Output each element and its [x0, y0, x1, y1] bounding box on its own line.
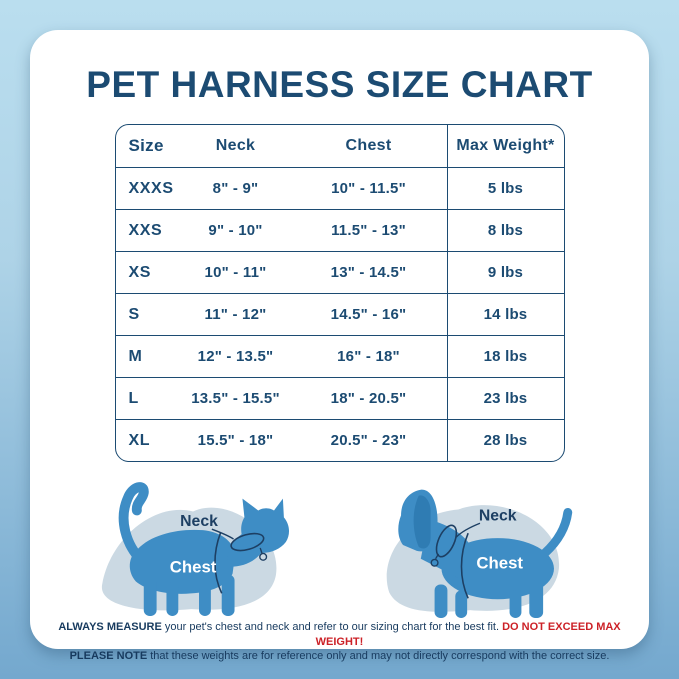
cat-neck-measure-loop: [258, 552, 267, 561]
cell-neck: 8" - 9": [212, 180, 259, 197]
cell-max-weight: 28 lbs: [446, 420, 564, 461]
cat-leg: [143, 576, 157, 617]
cell-chest: 20.5" - 23": [330, 432, 407, 449]
cat-neck-measure-tail: [259, 547, 263, 555]
cat-chest-measure-line: [213, 531, 223, 594]
dog-neck-label-connector: [456, 522, 481, 538]
cat-neck-label: Neck: [180, 513, 218, 530]
cell-chest: 14.5" - 16": [330, 306, 407, 323]
table-row: L 13.5" - 15.5" 18" - 20.5" 23 lbs: [115, 377, 564, 419]
cell-neck: 9" - 10": [208, 222, 263, 239]
cell-max-weight: 18 lbs: [446, 336, 564, 377]
cell-neck: 12" - 13.5": [197, 348, 274, 365]
dog-leg: [529, 580, 544, 618]
cat-chest-label: Chest: [169, 558, 216, 577]
dog-neck-measure-line: [436, 524, 458, 558]
cell-size: XS: [128, 263, 152, 281]
column-header-max-weight: Max Weight*: [446, 125, 564, 167]
cell-max-weight: 8 lbs: [446, 210, 564, 251]
table-row: XXS 9" - 10" 11.5" - 13" 8 lbs: [115, 209, 564, 251]
cat-body: [129, 529, 236, 594]
dog-chest-label: Chest: [477, 554, 524, 573]
dog-neck-label: Neck: [479, 507, 517, 524]
footer-note: ALWAYS MEASURE your pet's chest and neck…: [30, 620, 649, 664]
dog-leg: [455, 590, 468, 618]
cell-chest: 18" - 20.5": [330, 390, 407, 407]
cat-leg: [221, 574, 235, 617]
dog-tail: [540, 507, 573, 558]
dog-neck-measure-tail: [435, 553, 440, 560]
cat-tail: [118, 482, 149, 566]
footer-always-measure: ALWAYS MEASURE: [58, 621, 162, 633]
cell-size: S: [128, 305, 140, 323]
column-header-chest: Chest: [345, 137, 392, 154]
table-row: XL 15.5" - 18" 20.5" - 23" 28 lbs: [115, 419, 564, 461]
cat-leg: [166, 582, 178, 617]
cell-chest: 10" - 11.5": [331, 180, 406, 197]
cell-max-weight: 23 lbs: [446, 378, 564, 419]
cell-chest: 11.5" - 13": [331, 222, 406, 239]
cell-max-weight: 14 lbs: [446, 294, 564, 335]
cat-neck-label-connector: [211, 528, 234, 540]
cell-neck: 11" - 12": [204, 306, 267, 323]
dog-neck-measure-loop: [430, 558, 439, 567]
size-table: Size Neck Chest Max Weight* XXXS 8" - 9"…: [114, 124, 565, 462]
table-row: M 12" - 13.5" 16" - 18" 18 lbs: [115, 335, 564, 377]
dog-leg: [434, 584, 448, 618]
table-row: S 11" - 12" 14.5" - 16" 14 lbs: [115, 293, 564, 335]
table-header-row: Size Neck Chest Max Weight*: [116, 125, 564, 167]
cell-neck: 15.5" - 18": [197, 432, 274, 449]
cat-leg: [198, 582, 211, 617]
dog-illustration: Neck Chest: [387, 489, 573, 618]
cell-max-weight: 5 lbs: [446, 168, 564, 209]
footer-line2-text: that these weights are for reference onl…: [147, 650, 610, 662]
table-row: XXXS 8" - 9" 10" - 11.5" 5 lbs: [115, 167, 564, 209]
cell-chest: 16" - 18": [337, 348, 400, 365]
footer-line1-text: your pet's chest and neck and refer to o…: [161, 621, 503, 633]
cell-size: XXS: [128, 221, 163, 239]
size-chart-card: PET HARNESS SIZE CHART Size Neck Chest M…: [30, 30, 649, 662]
dog-leg: [509, 590, 522, 618]
footer-max-weight-warning: DO NOT EXCEED MAX WEIGHT!: [315, 621, 621, 648]
footer-line-1: ALWAYS MEASURE your pet's chest and neck…: [56, 620, 623, 649]
dog-ear: [413, 495, 431, 549]
measurement-illustrations: Neck Chest Neck Che: [30, 470, 649, 618]
cat-illustration: Neck Chest: [101, 482, 289, 617]
cell-size: XL: [128, 431, 151, 449]
cell-neck: 10" - 11": [204, 264, 267, 281]
dog-chest-measure-line: [461, 532, 470, 599]
cell-neck: 13.5" - 15.5": [191, 390, 280, 407]
footer-line-2: PLEASE NOTE that these weights are for r…: [56, 649, 623, 664]
column-header-neck: Neck: [215, 137, 256, 154]
table-row: XS 10" - 11" 13" - 14.5" 9 lbs: [115, 251, 564, 293]
footer-please-note: PLEASE NOTE: [69, 650, 148, 662]
page-title: PET HARNESS SIZE CHART: [86, 64, 593, 105]
cell-chest: 13" - 14.5": [330, 264, 407, 281]
cell-size: XXXS: [128, 179, 174, 197]
cell-size: L: [128, 389, 139, 407]
cat-neck-measure-line: [229, 532, 265, 552]
column-header-size: Size: [128, 136, 164, 155]
dog-body: [441, 538, 555, 600]
cell-size: M: [128, 347, 143, 365]
cat-head: [240, 498, 289, 553]
size-table-body: XXXS 8" - 9" 10" - 11.5" 5 lbs XXS 9" - …: [115, 167, 564, 461]
cell-max-weight: 9 lbs: [446, 252, 564, 293]
